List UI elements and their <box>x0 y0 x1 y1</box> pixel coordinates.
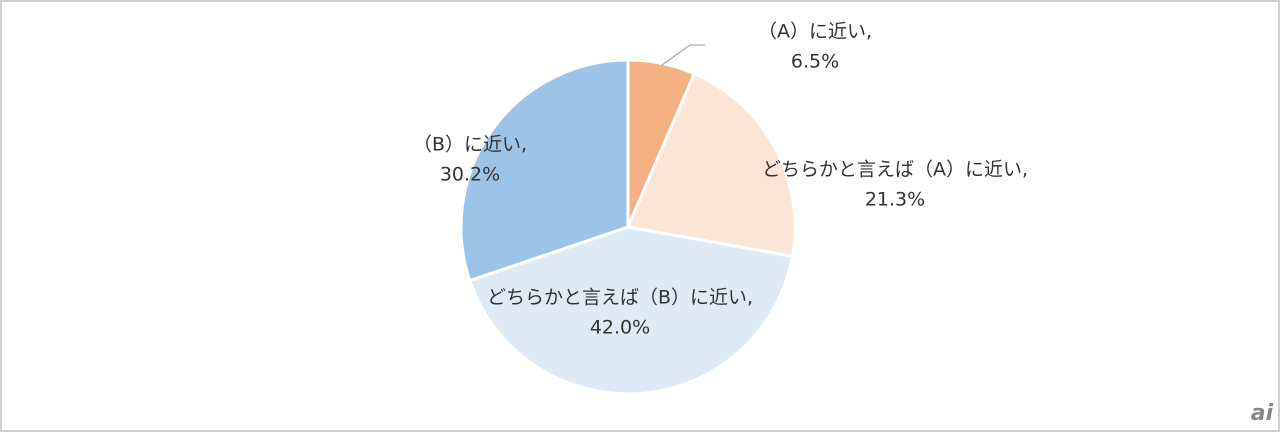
value-label: 42.0% <box>590 317 650 339</box>
value-label: 30.2% <box>440 164 500 186</box>
leader-line <box>661 44 705 66</box>
pie <box>459 58 797 396</box>
pie-slice <box>459 58 630 283</box>
pie-slice <box>467 225 795 396</box>
slice-label: どちらかと言えば（B）に近い, <box>487 287 753 309</box>
slice-label: （A）に近い, <box>758 21 872 43</box>
slice-label: （B）に近い, <box>413 134 527 156</box>
value-label: 6.5% <box>791 51 839 73</box>
pie-slice <box>625 71 797 258</box>
value-label: 21.3% <box>865 189 925 211</box>
watermark: ai <box>1251 401 1274 426</box>
slice-label: どちらかと言えば（A）に近い, <box>762 159 1028 181</box>
